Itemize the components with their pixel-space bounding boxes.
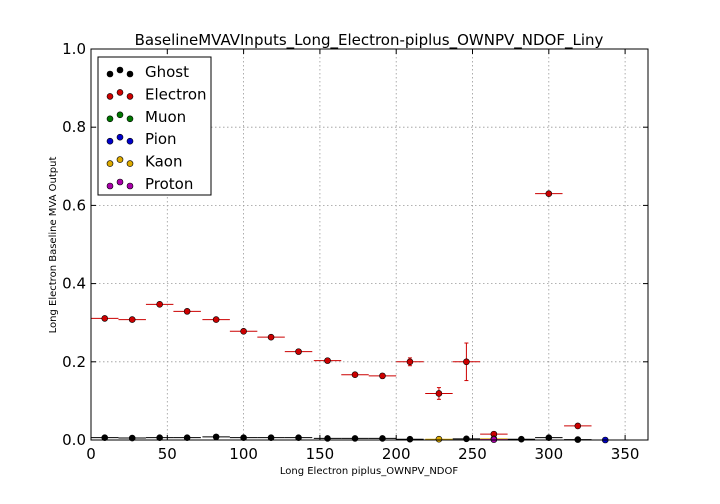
x-tick-label: 0 xyxy=(86,445,96,463)
ghost-point xyxy=(212,433,220,441)
electron-point xyxy=(156,301,163,308)
ghost-point xyxy=(295,434,302,441)
legend-marker-kaon xyxy=(106,160,114,167)
y-tick-label: 0.2 xyxy=(62,353,86,371)
electron-point xyxy=(128,316,136,323)
electron-point xyxy=(545,190,553,197)
legend-marker-electron xyxy=(106,93,114,100)
electron-point xyxy=(406,358,414,366)
legend-marker-proton xyxy=(106,182,114,190)
electron-point xyxy=(574,422,582,430)
axis-ticks: 0 50 100 150 200 250 300 350 0.0 0.2 0.4 0.6 0.8 1.0 xyxy=(62,40,648,463)
x-tick-label: 100 xyxy=(229,445,258,463)
ghost-point xyxy=(379,435,386,442)
electron-point xyxy=(379,372,386,380)
y-tick-label: 0.4 xyxy=(62,275,86,293)
electron-point xyxy=(240,328,247,335)
legend-marker-muon xyxy=(126,115,134,123)
legend-marker-pion xyxy=(116,133,124,141)
legend-marker-muon xyxy=(116,111,124,119)
legend-marker-ghost xyxy=(106,70,114,78)
x-tick-label: 300 xyxy=(534,445,563,463)
legend-box xyxy=(97,56,212,196)
electron-point xyxy=(435,390,443,397)
y-tick-label: 0.0 xyxy=(62,431,86,449)
chart-title: BaselineMVAVInputs_Long_Electron-piplus_… xyxy=(135,31,604,50)
x-tick-label: 200 xyxy=(382,445,411,463)
electron-point xyxy=(183,308,191,315)
legend-marker-ghost xyxy=(126,70,134,78)
ghost-point xyxy=(518,435,525,443)
x-tick-label: 250 xyxy=(458,445,487,463)
ghost-point xyxy=(267,434,275,441)
legend-marker-kaon xyxy=(126,160,134,167)
electron-point xyxy=(463,358,470,366)
legend-label-electron: Electron xyxy=(145,85,207,103)
x-axis-label: Long Electron piplus_OWNPV_NDOF xyxy=(280,466,459,477)
legend: Ghost Electron Muon Pion Kaon Proton xyxy=(97,56,212,196)
legend-marker-proton xyxy=(126,182,134,190)
y-axis-label: Long Electron Baseline MVA Output xyxy=(48,157,59,334)
x-tick-label: 350 xyxy=(611,445,640,463)
y-tick-label: 1.0 xyxy=(62,40,86,58)
electron-point xyxy=(295,348,302,355)
electron-point xyxy=(101,315,109,322)
legend-label-proton: Proton xyxy=(145,175,193,193)
ghost-point xyxy=(406,435,414,443)
legend-marker-electron xyxy=(126,93,134,100)
electron-point xyxy=(267,333,275,341)
y-tick-label: 0.6 xyxy=(62,196,86,214)
legend-marker-electron xyxy=(116,89,124,96)
legend-label-muon: Muon xyxy=(145,108,186,126)
ghost-point xyxy=(101,434,109,441)
legend-label-ghost: Ghost xyxy=(145,63,189,81)
x-tick-label: 150 xyxy=(306,445,335,463)
y-tick-label: 0.8 xyxy=(62,118,86,136)
legend-marker-pion xyxy=(126,137,134,145)
electron-point xyxy=(351,371,359,379)
kaon-point xyxy=(435,435,443,443)
ghost-point xyxy=(156,434,163,441)
electron-point xyxy=(324,357,331,364)
legend-marker-ghost xyxy=(116,66,124,74)
legend-marker-muon xyxy=(106,115,114,123)
legend-marker-pion xyxy=(106,137,114,145)
legend-marker-kaon xyxy=(116,156,124,163)
ghost-point xyxy=(463,435,470,443)
ghost-point xyxy=(351,435,359,442)
electron-point xyxy=(212,316,220,323)
legend-label-pion: Pion xyxy=(145,130,177,148)
ghost-point xyxy=(183,434,191,441)
legend-marker-proton xyxy=(116,178,124,186)
plot-frame xyxy=(90,48,649,441)
x-tick-label: 50 xyxy=(158,445,177,463)
legend-label-kaon: Kaon xyxy=(145,153,182,171)
ghost-point xyxy=(324,435,331,442)
